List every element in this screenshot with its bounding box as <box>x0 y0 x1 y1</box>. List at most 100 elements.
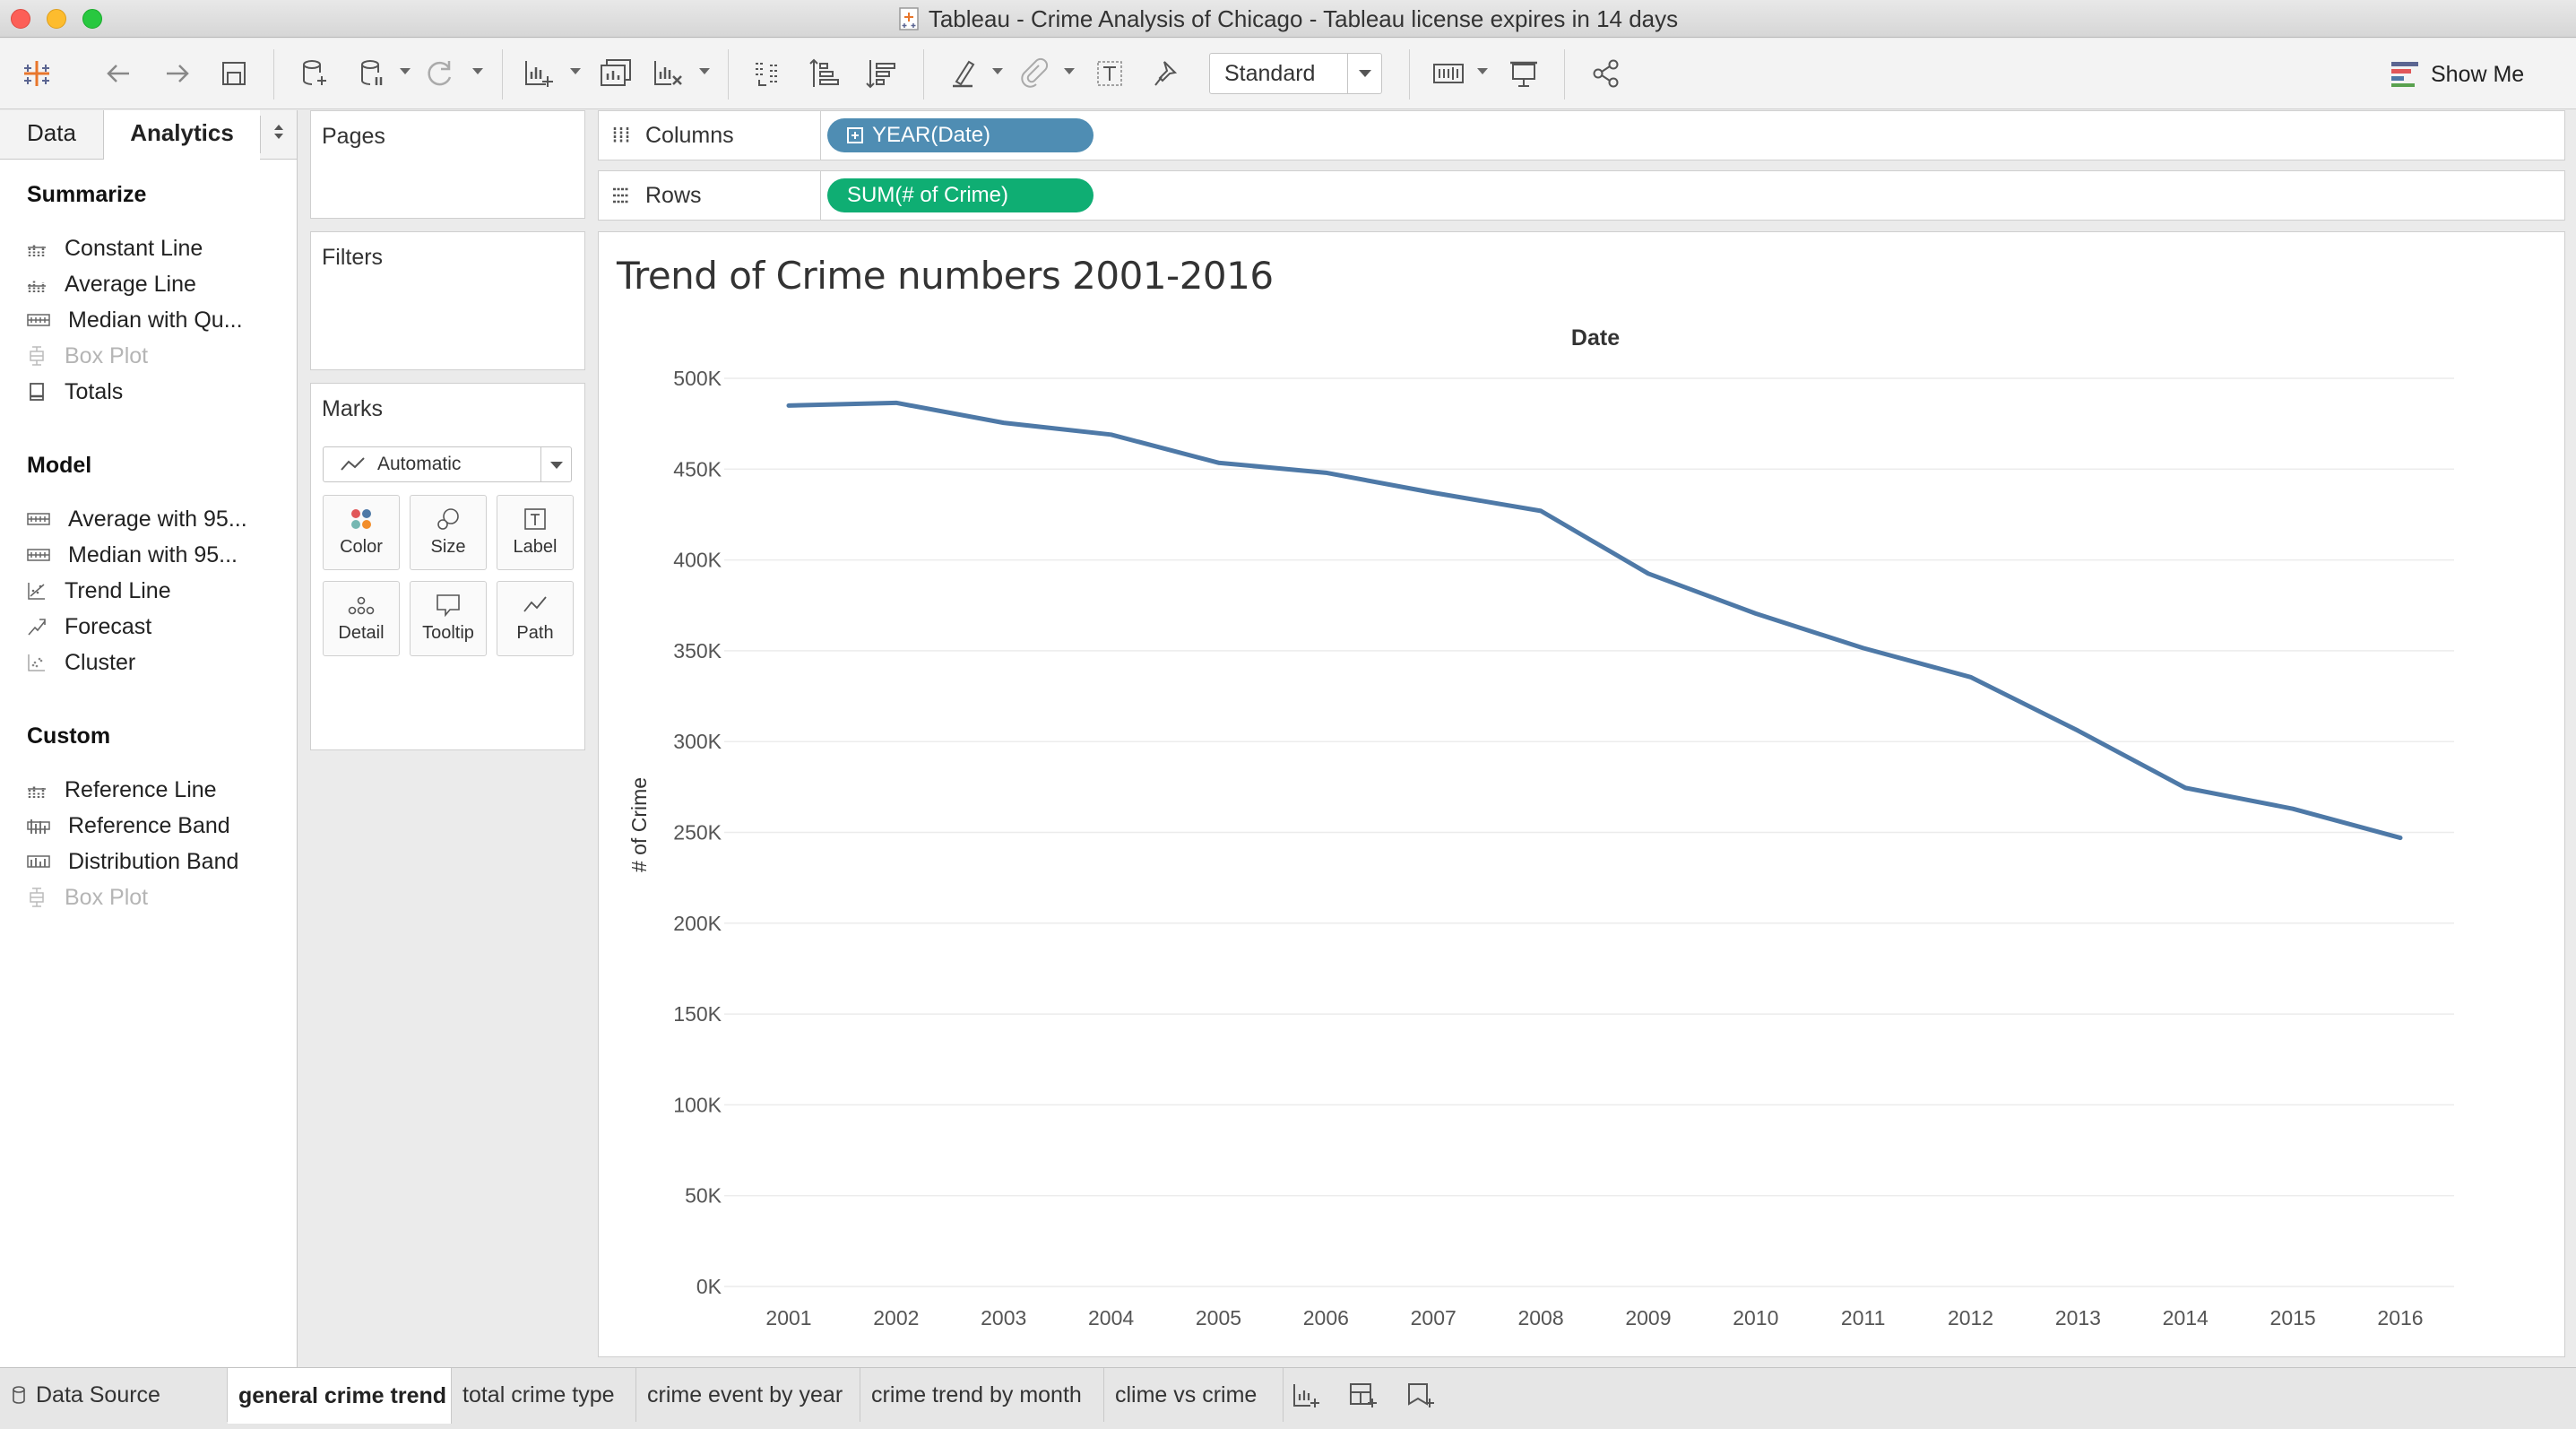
forward-icon[interactable] <box>158 55 195 92</box>
marks-detail-button[interactable]: Detail <box>323 581 400 656</box>
duplicate-sheet-icon[interactable] <box>597 55 635 92</box>
marks-tooltip-button[interactable]: Tooltip <box>410 581 487 656</box>
new-dashboard-icon[interactable] <box>1347 1381 1379 1413</box>
pause-updates-icon[interactable] <box>354 55 392 92</box>
data-point[interactable] <box>1750 607 1762 619</box>
pause-updates-dropdown-caret[interactable] <box>400 68 411 74</box>
rows-shelf[interactable]: Rows SUM(# of Crime) <box>598 170 2565 221</box>
marks-path-button[interactable]: Path <box>497 581 574 656</box>
sort-descending-icon[interactable] <box>863 55 901 92</box>
totals-icon <box>30 383 44 401</box>
refresh-icon[interactable] <box>421 55 459 92</box>
pane-toggle-arrows-icon[interactable] <box>260 116 296 153</box>
refresh-dropdown-caret[interactable] <box>472 68 483 74</box>
fit-select[interactable]: Standard <box>1209 53 1382 94</box>
analytics-item-reference-line[interactable]: Reference Line <box>27 774 217 806</box>
clear-sheet-icon[interactable] <box>649 55 687 92</box>
data-point[interactable] <box>2394 832 2407 844</box>
tableau-logo-icon[interactable] <box>18 55 56 92</box>
new-worksheet-icon[interactable] <box>520 55 558 92</box>
new-worksheet-dropdown-caret[interactable] <box>570 68 581 74</box>
data-point[interactable] <box>1642 567 1655 580</box>
marks-label-button[interactable]: Label <box>497 495 574 570</box>
new-worksheet-icon[interactable] <box>1291 1381 1323 1413</box>
viz-title: Trend of Crime numbers 2001-2016 <box>617 254 1274 298</box>
analytics-item-distribution-band[interactable]: Distribution Band <box>27 845 238 878</box>
data-point[interactable] <box>998 417 1010 429</box>
view-size-icon[interactable] <box>1430 55 1467 92</box>
new-story-icon[interactable] <box>1405 1381 1437 1413</box>
data-point[interactable] <box>1857 642 1870 654</box>
tab-sheet-total-crime-type[interactable]: total crime type <box>452 1368 636 1422</box>
analytics-item-forecast[interactable]: Forecast <box>27 611 151 643</box>
maximize-window-button[interactable] <box>82 9 102 29</box>
data-point[interactable] <box>2286 802 2299 815</box>
data-point[interactable] <box>2179 782 2191 794</box>
view-size-dropdown-caret[interactable] <box>1477 68 1488 74</box>
data-point[interactable] <box>1965 671 1977 683</box>
filters-card[interactable]: Filters <box>310 231 585 370</box>
marks-color-button[interactable]: Color <box>323 495 400 570</box>
series-line[interactable] <box>786 400 2403 841</box>
tab-sheet-general-crime-trend[interactable]: general crime trend <box>228 1368 452 1424</box>
tab-sheet-clime-vs-crime[interactable]: clime vs crime <box>1104 1368 1284 1422</box>
data-point[interactable] <box>782 399 795 411</box>
analytics-item-average-ci[interactable]: Average with 95... <box>27 503 247 535</box>
group-icon[interactable] <box>1016 55 1053 92</box>
save-icon[interactable] <box>215 55 253 92</box>
y-axis-title[interactable]: # of Crime <box>627 777 651 872</box>
data-point[interactable] <box>2071 724 2084 737</box>
sort-ascending-icon[interactable] <box>807 55 844 92</box>
analytics-item-trend-line[interactable]: Trend Line <box>27 575 171 607</box>
tab-data-source[interactable]: Data Source <box>0 1368 228 1422</box>
x-axis-ticks: 2001 2002 2003 2004 2005 2006 2007 2008 2009 2010… <box>765 1306 2423 1329</box>
data-point[interactable] <box>890 396 903 409</box>
pill-label: YEAR(Date) <box>872 123 991 147</box>
tab-data[interactable]: Data <box>0 110 104 160</box>
data-point[interactable] <box>1427 487 1439 499</box>
close-window-button[interactable] <box>11 9 30 29</box>
marks-size-button[interactable]: Size <box>410 495 487 570</box>
back-icon[interactable] <box>100 55 138 92</box>
show-me-button[interactable]: Show Me <box>2391 58 2524 91</box>
analytics-item-label: Median with 95... <box>68 541 238 567</box>
group-dropdown-caret[interactable] <box>1064 68 1075 74</box>
analytics-item-average-line[interactable]: Average Line <box>27 268 196 300</box>
tab-analytics[interactable]: Analytics <box>104 110 260 160</box>
data-point[interactable] <box>1534 505 1547 517</box>
analytics-item-median-quartiles[interactable]: Median with Qu... <box>27 304 243 336</box>
share-icon[interactable] <box>1587 55 1625 92</box>
highlight-icon[interactable] <box>946 55 983 92</box>
columns-icon <box>613 127 629 143</box>
rows-pill-sum-crime[interactable]: SUM(# of Crime) <box>827 178 1094 212</box>
analytics-item-totals[interactable]: Totals <box>27 376 123 408</box>
analytics-item-cluster[interactable]: Cluster <box>27 646 135 679</box>
tab-sheet-crime-trend-by-month[interactable]: crime trend by month <box>860 1368 1104 1422</box>
expand-plus-icon[interactable] <box>847 127 863 143</box>
marks-button-label: Size <box>430 537 466 557</box>
analytics-item-constant-line[interactable]: Constant Line <box>27 232 203 264</box>
show-me-label: Show Me <box>2431 61 2525 87</box>
data-point[interactable] <box>1105 429 1118 441</box>
minimize-window-button[interactable] <box>47 9 66 29</box>
x-tick-label: 2008 <box>1517 1306 1563 1329</box>
new-data-source-icon[interactable] <box>296 55 333 92</box>
clear-sheet-dropdown-caret[interactable] <box>699 68 710 74</box>
pages-card[interactable]: Pages <box>310 110 585 219</box>
filters-card-title: Filters <box>322 245 384 270</box>
columns-pill-year-date[interactable]: YEAR(Date) <box>827 118 1094 152</box>
show-labels-icon[interactable] <box>1091 55 1128 92</box>
fix-axes-icon[interactable] <box>1148 55 1186 92</box>
mark-type-select[interactable]: Automatic <box>323 446 572 482</box>
data-point[interactable] <box>1212 456 1224 469</box>
x-tick-label: 2012 <box>1948 1306 1993 1329</box>
data-point[interactable] <box>1319 466 1332 479</box>
analytics-item-median-ci[interactable]: Median with 95... <box>27 539 238 571</box>
columns-shelf[interactable]: Columns YEAR(Date) <box>598 110 2565 160</box>
swap-icon[interactable] <box>748 55 786 92</box>
highlight-dropdown-caret[interactable] <box>992 68 1003 74</box>
analytics-item-reference-band[interactable]: Reference Band <box>27 810 230 842</box>
presentation-icon[interactable] <box>1505 55 1543 92</box>
y-tick-label: 350K <box>673 639 722 663</box>
tab-sheet-crime-event-by-year[interactable]: crime event by year <box>636 1368 860 1422</box>
